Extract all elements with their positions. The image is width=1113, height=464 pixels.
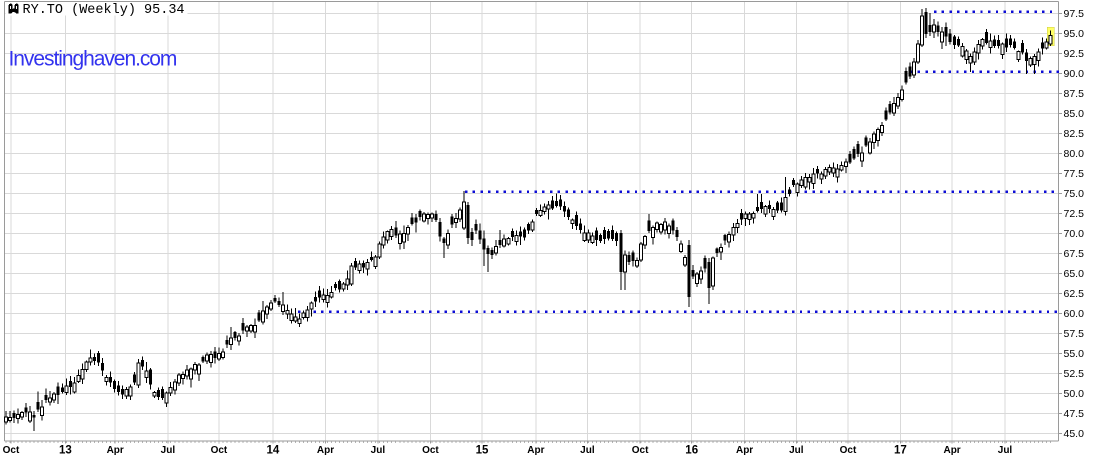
svg-text:55.0: 55.0 bbox=[1064, 348, 1085, 360]
svg-text:Apr: Apr bbox=[107, 445, 124, 456]
svg-text:60.0: 60.0 bbox=[1064, 308, 1085, 320]
svg-text:45.0: 45.0 bbox=[1064, 428, 1085, 440]
svg-text:95.0: 95.0 bbox=[1064, 28, 1085, 40]
svg-text:70.0: 70.0 bbox=[1064, 228, 1085, 240]
svg-text:Oct: Oct bbox=[422, 445, 439, 456]
svg-text:Oct: Oct bbox=[3, 445, 20, 456]
svg-text:77.5: 77.5 bbox=[1064, 168, 1085, 180]
svg-text:17: 17 bbox=[894, 445, 907, 457]
svg-text:Apr: Apr bbox=[317, 445, 334, 456]
svg-text:14: 14 bbox=[267, 445, 280, 457]
svg-text:15: 15 bbox=[476, 445, 489, 457]
svg-text:Oct: Oct bbox=[840, 445, 857, 456]
svg-text:72.5: 72.5 bbox=[1064, 208, 1085, 220]
svg-text:65.0: 65.0 bbox=[1064, 268, 1085, 280]
svg-text:92.5: 92.5 bbox=[1064, 48, 1085, 60]
svg-text:75.0: 75.0 bbox=[1064, 188, 1085, 200]
svg-text:87.5: 87.5 bbox=[1064, 88, 1085, 100]
svg-text:Investinghaven.com: Investinghaven.com bbox=[9, 48, 177, 71]
svg-text:16: 16 bbox=[685, 445, 698, 457]
svg-text:52.5: 52.5 bbox=[1064, 368, 1085, 380]
svg-text:90.0: 90.0 bbox=[1064, 68, 1085, 80]
svg-text:Jul: Jul bbox=[161, 445, 176, 456]
svg-text:57.5: 57.5 bbox=[1064, 328, 1085, 340]
svg-text:62.5: 62.5 bbox=[1064, 288, 1085, 300]
svg-text:67.5: 67.5 bbox=[1064, 248, 1085, 260]
svg-text:Apr: Apr bbox=[943, 445, 960, 456]
svg-text:50.0: 50.0 bbox=[1064, 388, 1085, 400]
svg-text:Jul: Jul bbox=[789, 445, 804, 456]
svg-text:Jul: Jul bbox=[371, 445, 386, 456]
svg-text:82.5: 82.5 bbox=[1064, 128, 1085, 140]
svg-text:Jul: Jul bbox=[580, 445, 595, 456]
svg-text:13: 13 bbox=[59, 445, 72, 457]
svg-text:Jul: Jul bbox=[998, 445, 1013, 456]
svg-text:Oct: Oct bbox=[632, 445, 649, 456]
svg-text:Apr: Apr bbox=[736, 445, 753, 456]
svg-text:97.5: 97.5 bbox=[1064, 8, 1085, 20]
svg-text:85.0: 85.0 bbox=[1064, 108, 1085, 120]
svg-text:47.5: 47.5 bbox=[1064, 408, 1085, 420]
svg-text:RY.TO (Weekly) 95.34: RY.TO (Weekly) 95.34 bbox=[23, 3, 185, 18]
svg-text:Oct: Oct bbox=[211, 445, 228, 456]
svg-text:Apr: Apr bbox=[527, 445, 544, 456]
svg-text:80.0: 80.0 bbox=[1064, 148, 1085, 160]
